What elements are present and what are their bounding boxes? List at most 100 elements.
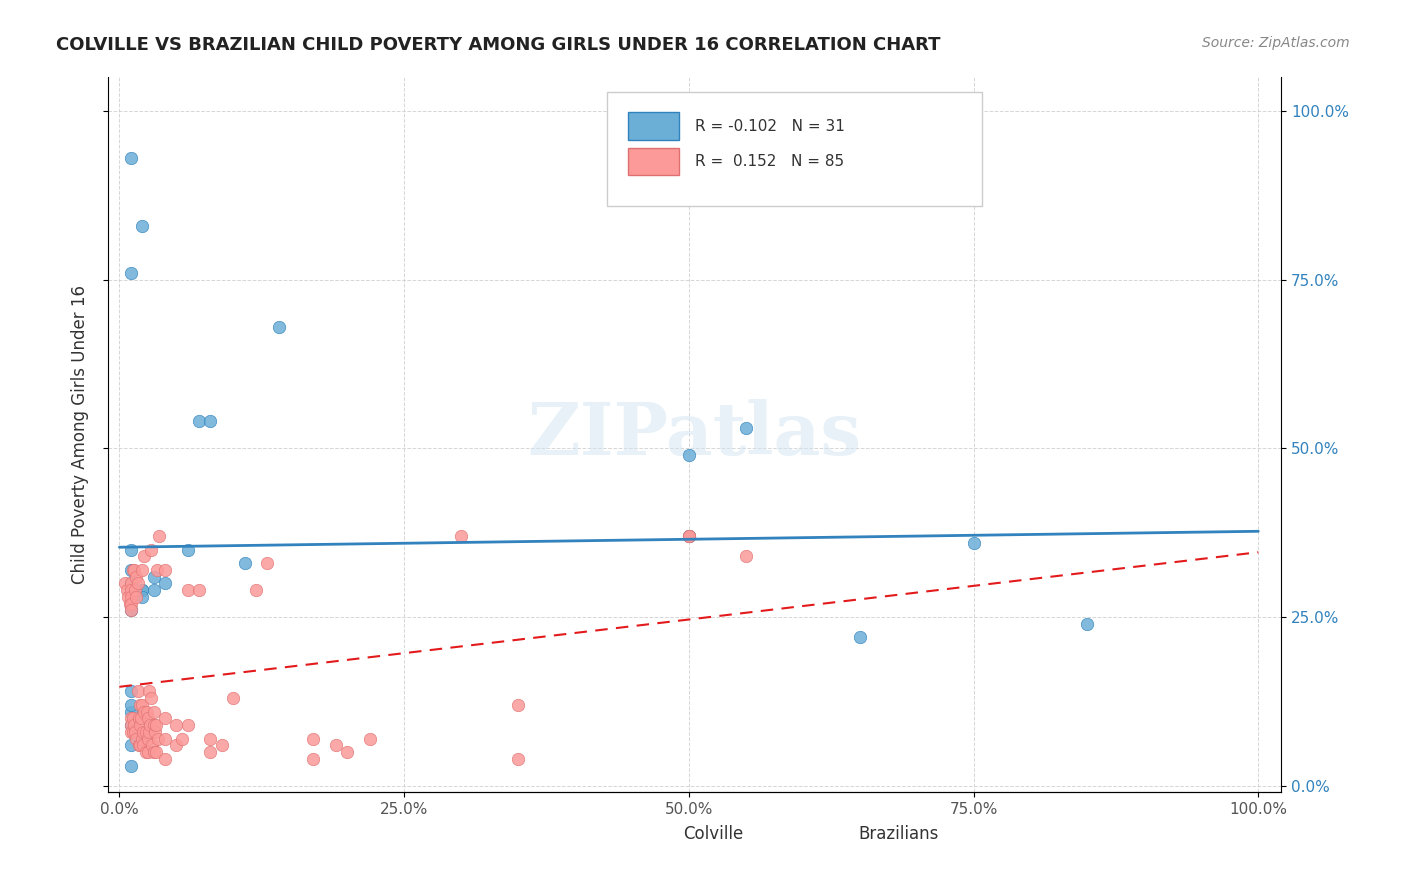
Point (131, 731, 153, 746)
Point (131, 219, 153, 233)
Point (120, 583, 142, 598)
Point (128, 738, 150, 752)
Point (138, 684, 160, 698)
Point (170, 731, 193, 746)
Point (245, 583, 267, 598)
Point (256, 556, 278, 570)
Point (135, 745, 157, 759)
FancyBboxPatch shape (621, 823, 673, 844)
Point (678, 529, 700, 543)
Point (120, 718, 142, 732)
Point (139, 718, 162, 732)
Point (165, 718, 187, 732)
Point (450, 529, 472, 543)
Point (125, 590, 148, 604)
Point (120, 603, 142, 617)
Point (962, 536, 984, 550)
Point (848, 630, 870, 644)
Point (1076, 616, 1098, 631)
Point (678, 529, 700, 543)
Point (131, 583, 153, 598)
FancyBboxPatch shape (627, 147, 679, 176)
Point (132, 738, 155, 752)
Point (177, 542, 200, 557)
Point (120, 542, 142, 557)
Point (211, 738, 233, 752)
Point (122, 563, 145, 577)
Point (200, 731, 222, 746)
Point (143, 724, 166, 739)
Point (120, 576, 142, 591)
Point (129, 711, 152, 725)
Y-axis label: Child Poverty Among Girls Under 16: Child Poverty Among Girls Under 16 (72, 285, 89, 584)
Point (506, 752, 529, 766)
Point (122, 711, 145, 725)
Point (125, 731, 148, 746)
Point (120, 563, 142, 577)
Point (200, 745, 222, 759)
Text: R = -0.102   N = 31: R = -0.102 N = 31 (695, 119, 845, 134)
Point (128, 738, 150, 752)
Point (120, 705, 142, 719)
Point (128, 698, 150, 712)
Point (325, 738, 347, 752)
Point (134, 705, 156, 719)
Point (678, 529, 700, 543)
Point (302, 731, 325, 746)
Point (188, 583, 211, 598)
Point (120, 576, 142, 591)
Text: Brazilians: Brazilians (859, 825, 939, 843)
Point (120, 266, 142, 280)
Point (120, 698, 142, 712)
Point (136, 711, 159, 725)
Text: Colville: Colville (683, 825, 742, 843)
FancyBboxPatch shape (627, 112, 679, 140)
Point (506, 698, 529, 712)
Point (128, 711, 150, 725)
Point (135, 705, 157, 719)
Point (188, 415, 211, 429)
Point (120, 724, 142, 739)
Point (124, 724, 146, 739)
Point (125, 569, 148, 583)
Point (153, 576, 176, 591)
Point (141, 691, 163, 706)
Point (131, 583, 153, 598)
Point (120, 758, 142, 772)
Point (141, 738, 163, 752)
Point (142, 705, 165, 719)
Point (142, 583, 165, 598)
Point (145, 718, 167, 732)
Point (142, 569, 165, 583)
Point (142, 718, 165, 732)
Point (131, 590, 153, 604)
FancyBboxPatch shape (797, 823, 849, 844)
Point (177, 583, 200, 598)
Point (117, 590, 139, 604)
Point (138, 724, 160, 739)
Text: ZIPatlas: ZIPatlas (527, 400, 862, 470)
Point (678, 448, 700, 462)
Point (267, 320, 290, 334)
Point (135, 724, 157, 739)
Point (131, 698, 153, 712)
Point (120, 597, 142, 611)
Point (128, 718, 150, 732)
Point (118, 597, 141, 611)
Point (120, 603, 142, 617)
Point (734, 421, 756, 435)
Point (233, 556, 256, 570)
Point (120, 711, 142, 725)
Point (678, 529, 700, 543)
Point (120, 684, 142, 698)
Point (148, 529, 170, 543)
Point (122, 563, 145, 577)
Point (153, 752, 176, 766)
Point (120, 152, 142, 166)
Point (114, 576, 136, 591)
Point (146, 731, 169, 746)
Point (336, 745, 359, 759)
Point (142, 745, 165, 759)
Point (122, 724, 145, 739)
FancyBboxPatch shape (606, 92, 981, 206)
